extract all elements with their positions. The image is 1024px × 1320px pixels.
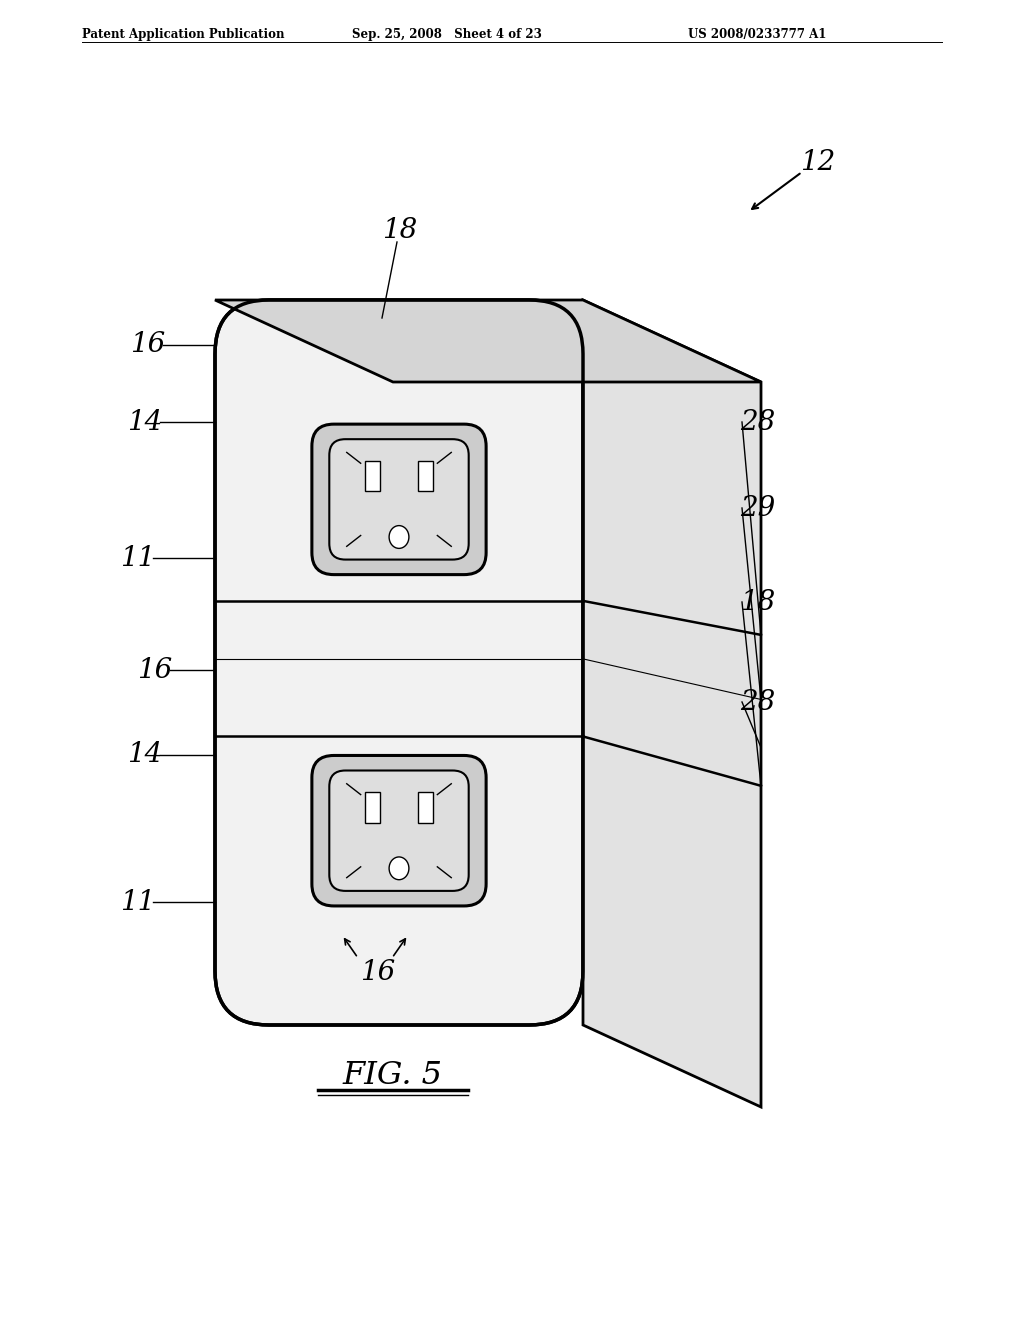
Text: 11: 11 (121, 888, 156, 916)
FancyBboxPatch shape (330, 440, 469, 560)
Text: US 2008/0233777 A1: US 2008/0233777 A1 (688, 28, 826, 41)
Text: 18: 18 (740, 589, 775, 615)
Text: 16: 16 (360, 958, 395, 986)
Text: 14: 14 (127, 408, 163, 436)
Ellipse shape (389, 857, 409, 879)
Text: 28: 28 (740, 408, 775, 436)
FancyBboxPatch shape (312, 424, 486, 574)
Text: Patent Application Publication: Patent Application Publication (82, 28, 285, 41)
Bar (419, 792, 433, 822)
Text: 14: 14 (127, 742, 163, 768)
Bar (419, 461, 433, 491)
FancyBboxPatch shape (215, 300, 583, 1026)
Ellipse shape (389, 525, 409, 548)
FancyBboxPatch shape (312, 755, 486, 906)
Polygon shape (215, 300, 761, 381)
Bar (365, 461, 380, 491)
Polygon shape (583, 300, 761, 1107)
Text: 16: 16 (137, 656, 173, 684)
Text: Sep. 25, 2008   Sheet 4 of 23: Sep. 25, 2008 Sheet 4 of 23 (352, 28, 542, 41)
Text: FIG. 5: FIG. 5 (342, 1060, 442, 1090)
Text: 18: 18 (382, 216, 418, 243)
Text: 11: 11 (121, 544, 156, 572)
Text: 12: 12 (801, 149, 836, 176)
Text: 28: 28 (740, 689, 775, 715)
Text: 16: 16 (130, 331, 166, 359)
Text: 29: 29 (740, 495, 775, 521)
FancyBboxPatch shape (330, 771, 469, 891)
Bar (365, 792, 380, 822)
